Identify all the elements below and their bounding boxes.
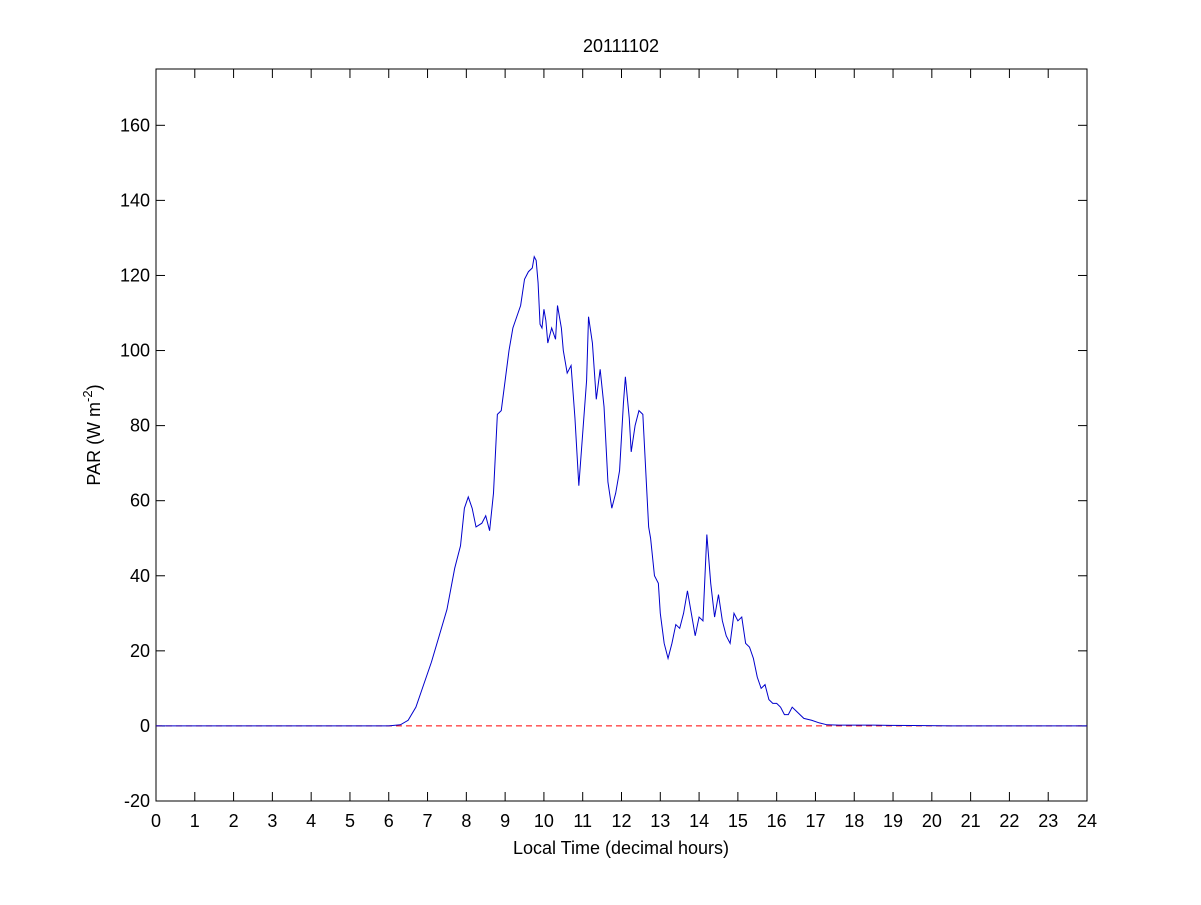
y-tick-label: 40	[130, 566, 150, 586]
x-tick-label: 13	[650, 811, 670, 831]
x-tick-label: 12	[611, 811, 631, 831]
y-tick-label: 60	[130, 491, 150, 511]
x-tick-label: 23	[1038, 811, 1058, 831]
x-tick-label: 15	[728, 811, 748, 831]
chart-title: 20111102	[583, 36, 659, 56]
y-tick-label: 20	[130, 641, 150, 661]
x-tick-label: 24	[1077, 811, 1097, 831]
x-tick-label: 14	[689, 811, 709, 831]
x-tick-label: 5	[345, 811, 355, 831]
y-tick-label: 120	[120, 265, 150, 285]
x-tick-label: 9	[500, 811, 510, 831]
x-tick-label: 18	[844, 811, 864, 831]
data-line	[156, 255, 1087, 727]
x-tick-label: 10	[534, 811, 554, 831]
x-axis-label: Local Time (decimal hours)	[513, 838, 729, 858]
x-tick-label: 20	[922, 811, 942, 831]
x-tick-label: 6	[384, 811, 394, 831]
x-tick-label: 3	[267, 811, 277, 831]
x-tick-label: 19	[883, 811, 903, 831]
y-label-text: PAR (W m	[84, 402, 104, 486]
y-tick-label: 0	[140, 716, 150, 736]
y-tick-label: 140	[120, 190, 150, 210]
y-label-tail: )	[84, 384, 104, 390]
x-tick-label: 1	[190, 811, 200, 831]
x-tick-label: 7	[423, 811, 433, 831]
x-tick-label: 17	[805, 811, 825, 831]
x-tick-label: 16	[767, 811, 787, 831]
y-axis-label: PAR (W m-2)	[80, 384, 104, 485]
y-tick-label: 100	[120, 341, 150, 361]
y-label-sup: -2	[80, 390, 95, 402]
x-tick-label: 2	[229, 811, 239, 831]
x-tick-label: 22	[999, 811, 1019, 831]
y-tick-label: -20	[124, 791, 150, 811]
y-tick-label: 160	[120, 115, 150, 135]
x-tick-label: 4	[306, 811, 316, 831]
x-tick-label: 8	[461, 811, 471, 831]
y-tick-label: 80	[130, 416, 150, 436]
x-tick-label: 11	[573, 811, 592, 831]
x-tick-label: 0	[151, 811, 161, 831]
x-tick-label: 21	[961, 811, 981, 831]
